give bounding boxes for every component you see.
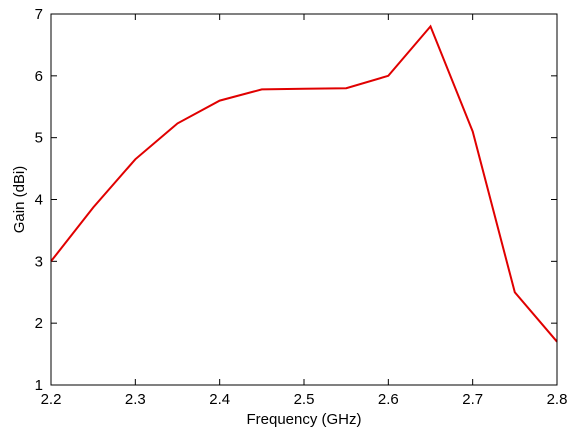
plot-frame	[50, 13, 558, 386]
x-tick-label: 2.4	[209, 391, 230, 408]
y-tick-label: 4	[35, 192, 43, 209]
x-tick-label: 2.6	[378, 391, 399, 408]
x-tick-label: 2.5	[294, 391, 315, 408]
x-tick-label: 2.8	[547, 391, 568, 408]
y-tick-label: 7	[35, 6, 43, 23]
x-axis-ticks: 2.2 2.3 2.4 2.5 2.6 2.7 2.8	[41, 14, 568, 408]
y-tick-label: 6	[35, 68, 43, 85]
y-tick-label: 3	[35, 253, 43, 270]
y-axis-label: Gain (dBi)	[11, 166, 28, 234]
series-line	[50, 24, 558, 343]
x-tick-label: 2.3	[125, 391, 146, 408]
y-tick-label: 5	[35, 130, 43, 147]
x-tick-label: 2.2	[41, 391, 62, 408]
y-tick-label: 1	[35, 377, 43, 394]
y-axis-ticks: 1 2 3 4 5 6 7	[35, 6, 557, 394]
x-axis-label: Frequency (GHz)	[246, 411, 361, 428]
y-tick-label: 2	[35, 315, 43, 332]
x-tick-label: 2.7	[462, 391, 483, 408]
